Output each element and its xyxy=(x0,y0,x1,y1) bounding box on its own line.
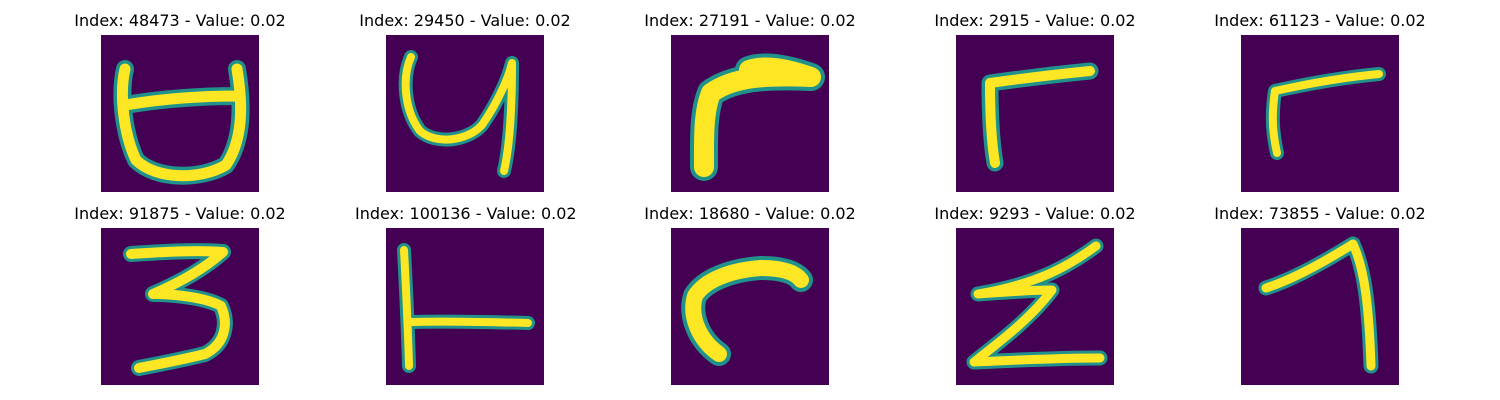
glyph-image xyxy=(101,35,259,192)
panel-title: Index: 2915 - Value: 0.02 xyxy=(934,11,1136,30)
glyph-image xyxy=(386,228,544,385)
panel-title: Index: 100136 - Value: 0.02 xyxy=(355,204,577,223)
panel-title: Index: 91875 - Value: 0.02 xyxy=(74,204,286,223)
panel-title: Index: 48473 - Value: 0.02 xyxy=(74,11,286,30)
panel-5: Index: 61123 - Value: 0.02 xyxy=(1210,10,1430,195)
panel-6: Index: 91875 - Value: 0.02 xyxy=(70,203,290,388)
glyph-image xyxy=(671,228,829,385)
glyph-image xyxy=(386,35,544,192)
panel-10: Index: 73855 - Value: 0.02 xyxy=(1210,203,1430,388)
panel-3: Index: 27191 - Value: 0.02 xyxy=(640,10,860,195)
panel-9: Index: 9293 - Value: 0.02 xyxy=(925,203,1145,388)
panel-title: Index: 18680 - Value: 0.02 xyxy=(644,204,856,223)
panel-2: Index: 29450 - Value: 0.02 xyxy=(355,10,575,195)
panel-1: Index: 48473 - Value: 0.02 xyxy=(70,10,290,195)
glyph-image xyxy=(101,228,259,385)
panel-8: Index: 18680 - Value: 0.02 xyxy=(640,203,860,388)
panel-7: Index: 100136 - Value: 0.02 xyxy=(355,203,577,388)
panel-title: Index: 9293 - Value: 0.02 xyxy=(934,204,1136,223)
panel-4: Index: 2915 - Value: 0.02 xyxy=(925,10,1145,195)
glyph-image xyxy=(956,228,1114,385)
glyph-image xyxy=(1241,35,1399,192)
glyph-image xyxy=(1241,228,1399,385)
glyph-image xyxy=(671,35,829,192)
panel-title: Index: 61123 - Value: 0.02 xyxy=(1214,11,1426,30)
panel-title: Index: 27191 - Value: 0.02 xyxy=(644,11,856,30)
panel-title: Index: 29450 - Value: 0.02 xyxy=(359,11,571,30)
glyph-image xyxy=(956,35,1114,192)
panel-title: Index: 73855 - Value: 0.02 xyxy=(1214,204,1426,223)
